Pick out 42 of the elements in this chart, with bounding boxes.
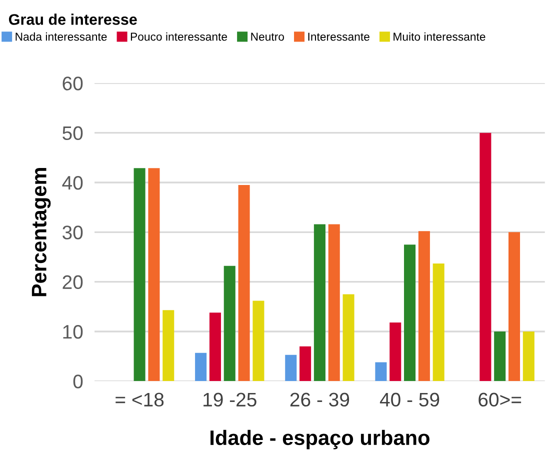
- bar: [195, 352, 207, 382]
- legend-label: Muito interessante: [394, 32, 486, 41]
- legend-label: Nada interessante: [16, 32, 107, 41]
- x-tick-label: 19 -25: [204, 392, 256, 407]
- y-tick-label: 60: [62, 76, 83, 90]
- bar: [134, 168, 146, 382]
- bar: [418, 231, 430, 382]
- bar: [285, 354, 297, 382]
- legend-label: Neutro: [251, 32, 284, 41]
- x-axis-title: Idade - espaço urbano: [210, 430, 430, 450]
- y-tick-label: 40: [62, 176, 83, 190]
- x-tick-label: 26 - 39: [290, 392, 350, 407]
- legend-label: Interessante: [308, 32, 370, 41]
- y-tick-label: 10: [63, 324, 83, 339]
- bar: [522, 331, 534, 382]
- x-tick-label: 60>=: [478, 392, 522, 407]
- y-tick-label: 20: [62, 275, 83, 290]
- bar: [342, 294, 354, 382]
- bar: [328, 224, 340, 382]
- bar: [148, 168, 160, 382]
- x-tick-label: 40 - 59: [380, 392, 440, 407]
- legend-title: Grau de interesse: [8, 14, 137, 25]
- y-tick-label: 0: [73, 374, 83, 388]
- bar: [390, 322, 402, 382]
- bar: [162, 310, 174, 382]
- bar: [432, 263, 444, 382]
- bar: [252, 300, 264, 382]
- bar: [480, 132, 492, 382]
- legend-label: Pouco interessante: [130, 32, 228, 41]
- bar: [238, 184, 250, 382]
- bar: [404, 244, 416, 382]
- bar: [494, 331, 506, 382]
- bar: [300, 346, 312, 382]
- y-tick-label: 50: [62, 126, 83, 140]
- bar: [375, 362, 387, 382]
- y-axis-title: Percentagem: [32, 168, 51, 296]
- x-tick-label: = <18: [116, 392, 164, 407]
- bar: [224, 266, 236, 382]
- bar: [508, 232, 520, 382]
- bar: [209, 312, 221, 382]
- bar: [314, 224, 326, 382]
- y-tick-label: 30: [62, 226, 83, 240]
